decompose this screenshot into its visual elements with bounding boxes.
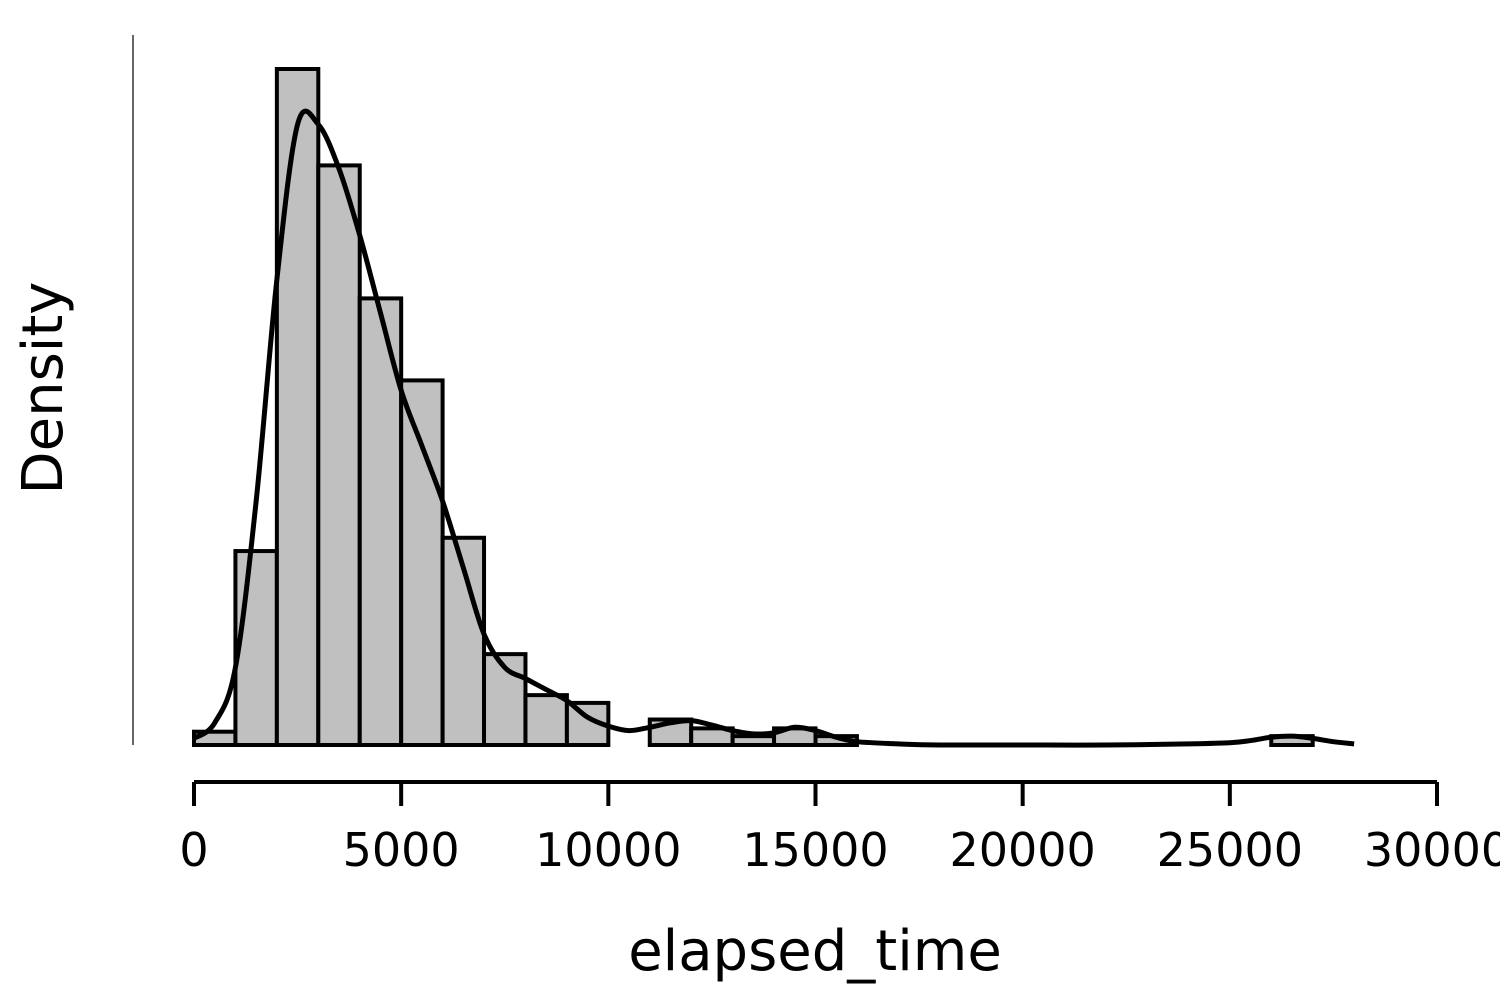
histogram-bar-2 bbox=[274, 67, 321, 747]
density-curve bbox=[192, 108, 1355, 748]
x-tick-label: 15000 bbox=[742, 823, 888, 877]
x-tick-label: 20000 bbox=[949, 823, 1095, 877]
histogram-bar-13 bbox=[730, 734, 777, 747]
y-axis-title: Density bbox=[11, 282, 76, 495]
x-tick-label: 25000 bbox=[1157, 823, 1303, 877]
x-axis-title: elapsed_time bbox=[628, 919, 1002, 984]
x-tick-label: 30000 bbox=[1364, 823, 1500, 877]
x-tick-label: 0 bbox=[179, 823, 208, 877]
histogram-bar-1 bbox=[233, 549, 279, 747]
histogram-bars bbox=[192, 67, 1315, 748]
histogram-bar-5 bbox=[399, 378, 445, 747]
x-axis-ticks: 0 5000 10000 15000 20000 25000 30000 bbox=[179, 782, 1500, 877]
histogram-bar-3 bbox=[316, 163, 362, 748]
x-tick-label: 5000 bbox=[343, 823, 460, 877]
histogram-bar-8 bbox=[523, 693, 569, 748]
x-tick-label: 10000 bbox=[535, 823, 681, 877]
